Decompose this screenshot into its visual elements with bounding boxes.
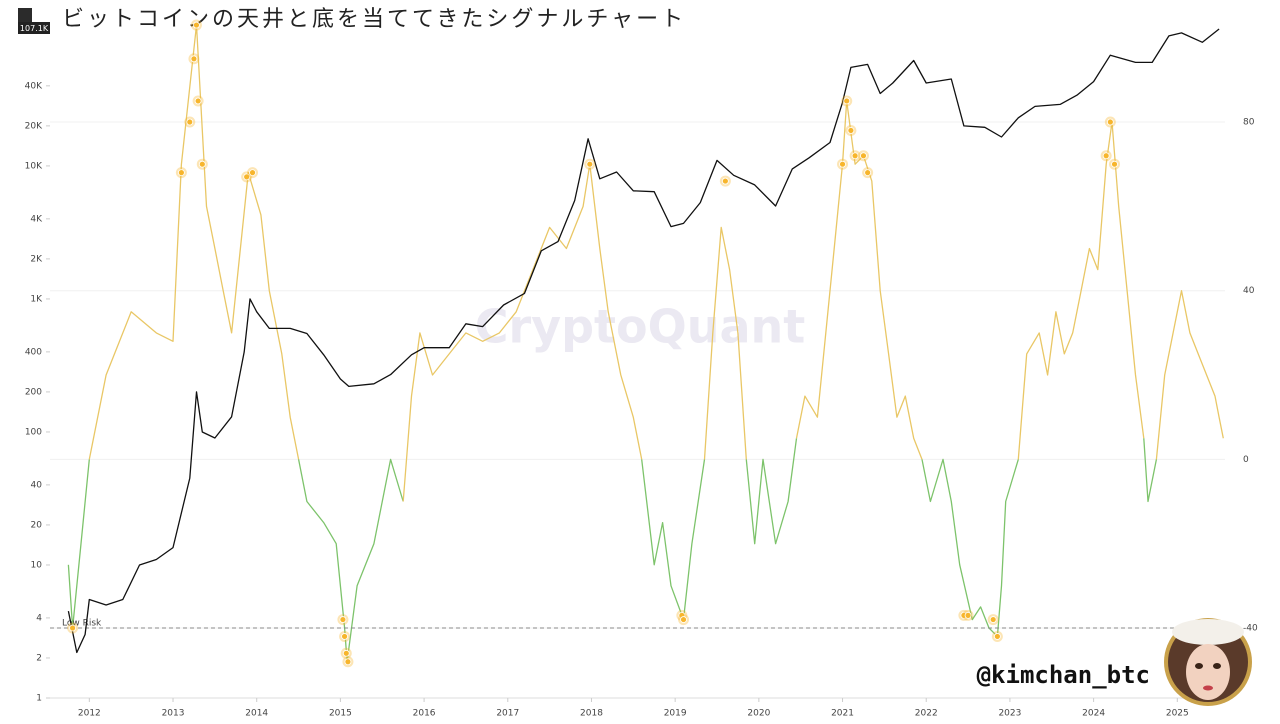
oscillator-line xyxy=(1017,121,1145,460)
y-tick-label: 4K xyxy=(30,214,43,224)
signal-dot xyxy=(193,21,200,29)
y-tick-label: 100 xyxy=(25,427,42,437)
y-tick-label: 1K xyxy=(30,294,43,304)
signal-dot xyxy=(194,97,202,105)
signal-dot xyxy=(1106,118,1114,126)
signal-dot xyxy=(344,658,352,666)
oscillator-line xyxy=(1143,438,1158,503)
y2-tick-label: 80 xyxy=(1243,118,1255,128)
oscillator-line xyxy=(67,459,90,629)
x-tick-label: 2025 xyxy=(1166,709,1189,719)
oscillator-line xyxy=(795,100,923,460)
signal-dot xyxy=(860,152,867,160)
x-tick-label: 2012 xyxy=(78,709,101,719)
signal-dot xyxy=(989,616,997,623)
signal-dot xyxy=(1111,160,1118,168)
signal-dot xyxy=(341,633,348,640)
chart-title: ビットコインの天井と底を当ててきたシグナルチャート xyxy=(62,7,686,32)
signal-dot xyxy=(864,169,872,177)
x-tick-label: 2019 xyxy=(664,709,687,719)
y-tick-label: 40 xyxy=(31,480,43,490)
signal-dot xyxy=(964,611,972,619)
signal-dot xyxy=(680,616,687,623)
avatar xyxy=(1164,618,1252,706)
y-tick-label: 20K xyxy=(25,121,43,131)
oscillator-line xyxy=(297,458,404,663)
y-tick-label: 2K xyxy=(30,254,43,264)
signal-dot xyxy=(993,633,1001,640)
y-tick-label: 40K xyxy=(25,81,43,91)
y-tick-label: 200 xyxy=(25,387,42,397)
y2-tick-label: 40 xyxy=(1243,286,1255,296)
signal-dot xyxy=(186,118,194,126)
y-tick-label: 10K xyxy=(25,161,43,171)
signal-dot xyxy=(586,160,594,168)
signal-dot xyxy=(249,169,256,177)
plot: 1 2 4 10 20 40 100 200 400 1K 2K 4K 10K 20K 40K -40 0 40 8… xyxy=(25,19,1258,719)
signal-dot xyxy=(177,169,185,177)
y2-tick-label: -40 xyxy=(1243,624,1258,634)
y-tick-label: 1 xyxy=(36,694,42,704)
oscillator-line xyxy=(88,24,300,460)
x-tick-label: 2020 xyxy=(747,709,770,719)
oscillator-line xyxy=(745,438,798,545)
x-tick-label: 2014 xyxy=(245,709,268,719)
signal-dot xyxy=(339,616,347,623)
x-tick-label: 2016 xyxy=(413,709,436,719)
signal-dot xyxy=(721,177,729,185)
oscillator-line xyxy=(1155,290,1224,460)
x-tick-label: 2023 xyxy=(998,709,1021,719)
x-tick-label: 2018 xyxy=(580,709,603,719)
signal-dot xyxy=(851,152,859,160)
x-tick-label: 2017 xyxy=(496,709,519,719)
y-tick-label: 400 xyxy=(25,347,42,357)
y2-tick-label: 0 xyxy=(1243,455,1249,465)
line xyxy=(67,28,1220,654)
y-tick-label: 20 xyxy=(31,520,43,530)
oscillator-line xyxy=(641,459,706,621)
x-tick-label: 2021 xyxy=(831,709,854,719)
price-label-box xyxy=(18,22,50,34)
title-icon xyxy=(18,8,32,22)
signal-dot xyxy=(843,97,851,105)
handle: @kimchan_btc xyxy=(977,661,1150,689)
signal-dot xyxy=(243,173,251,181)
oscillator-line xyxy=(921,458,1019,638)
x-tick-label: 2024 xyxy=(1082,709,1105,719)
x-tick-label: 2015 xyxy=(329,709,352,719)
signal-dot xyxy=(839,160,846,168)
signal-dot xyxy=(1102,152,1110,160)
watermark: CryptoQuant xyxy=(475,300,806,354)
signal-dot xyxy=(847,127,855,134)
x-tick-label: 2022 xyxy=(915,709,938,719)
y-tick-label: 10 xyxy=(31,560,43,570)
oscillator-line xyxy=(703,226,747,460)
signal-dot xyxy=(342,649,350,657)
price-label: 107.1K xyxy=(20,24,49,33)
y-tick-label: 2 xyxy=(36,653,42,663)
y-tick-label: 4 xyxy=(36,613,42,623)
oscillator-line xyxy=(402,163,643,502)
signal-dot xyxy=(69,624,76,632)
low-risk-label: Low Risk xyxy=(62,619,102,629)
signal-dot xyxy=(198,160,206,168)
signal-dot xyxy=(190,55,198,63)
x-tick-label: 2013 xyxy=(162,709,185,719)
